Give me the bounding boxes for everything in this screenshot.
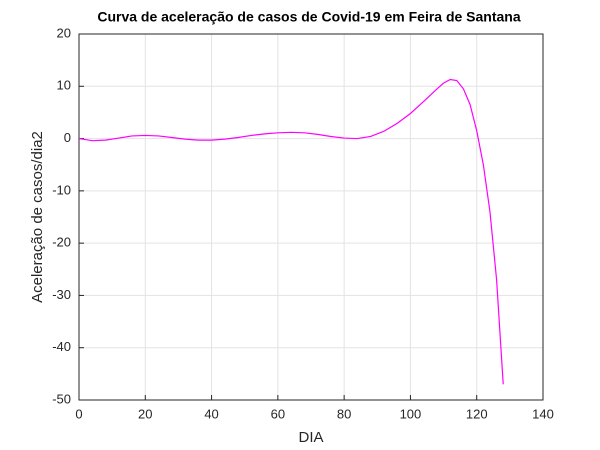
x-axis-label: DIA — [298, 429, 323, 446]
x-tick-label: 100 — [400, 406, 422, 421]
data-line — [78, 78, 504, 385]
axes-box — [78, 33, 544, 401]
y-tick-label: 20 — [57, 25, 71, 40]
y-axis-label: Aceleração de casos/dia2 — [29, 131, 46, 303]
y-tick-label: -40 — [52, 339, 71, 354]
x-tick-label: 60 — [271, 406, 285, 421]
x-tick-label: 140 — [532, 406, 554, 421]
x-tick-label: 0 — [75, 406, 82, 421]
y-tick-label: -20 — [52, 235, 71, 250]
y-tick-label: 0 — [64, 130, 71, 145]
x-tick-label: 40 — [204, 406, 218, 421]
y-tick-label: -30 — [52, 287, 71, 302]
chart-title: Curva de aceleração de casos de Covid-19… — [97, 9, 521, 25]
x-tick-label: 20 — [138, 406, 152, 421]
y-tick-label: -50 — [52, 391, 71, 406]
y-tick-label: 10 — [57, 78, 71, 93]
x-tick-label: 120 — [466, 406, 488, 421]
y-tick-label: -10 — [52, 182, 71, 197]
plot-area — [79, 34, 543, 400]
x-tick-label: 80 — [337, 406, 351, 421]
